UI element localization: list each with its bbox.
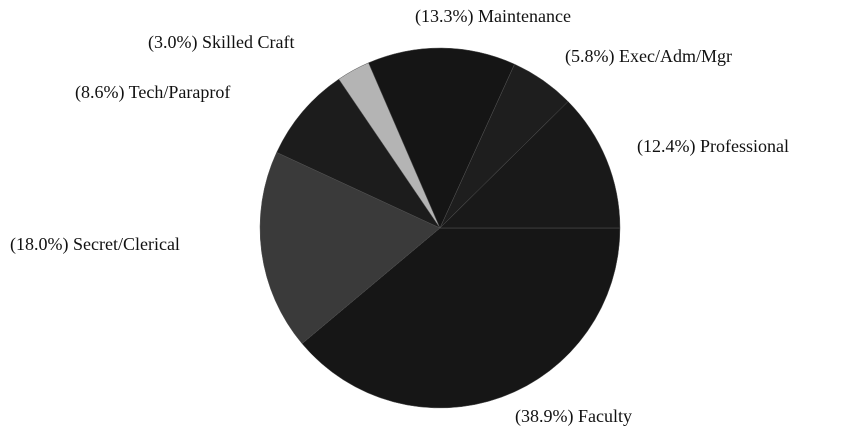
- pie-slice: [301, 227, 621, 409]
- slice-percent: (8.6%): [75, 82, 124, 103]
- slice-percent: (12.4%): [637, 136, 695, 157]
- slice-percent: (13.3%): [415, 6, 473, 27]
- slice-category: Tech/Paraprof: [129, 82, 231, 102]
- slice-percent: (18.0%): [10, 234, 68, 255]
- slice-percent: (3.0%): [148, 32, 197, 53]
- slice-category: Skilled Craft: [202, 32, 295, 52]
- pie-slice: [276, 78, 441, 229]
- slice-label: (12.4%) Professional: [637, 136, 789, 157]
- pie-slice: [368, 47, 515, 229]
- slice-category: Faculty: [578, 406, 632, 426]
- slice-percent: (5.8%): [565, 46, 614, 67]
- slice-label: (3.0%) Skilled Craft: [148, 32, 294, 53]
- slice-category: Professional: [700, 136, 789, 156]
- pie-slice: [259, 152, 441, 344]
- pie-slice: [439, 101, 621, 229]
- slice-label: (18.0%) Secret/Clerical: [10, 234, 180, 255]
- slice-category: Exec/Adm/Mgr: [619, 46, 732, 66]
- slice-label: (5.8%) Exec/Adm/Mgr: [565, 46, 732, 67]
- slice-category: Maintenance: [478, 6, 571, 26]
- slice-label: (38.9%) Faculty: [515, 406, 632, 427]
- slice-category: Secret/Clerical: [73, 234, 180, 254]
- slice-label: (8.6%) Tech/Paraprof: [75, 82, 230, 103]
- slice-label: (13.3%) Maintenance: [415, 6, 571, 27]
- slice-percent: (38.9%): [515, 406, 573, 427]
